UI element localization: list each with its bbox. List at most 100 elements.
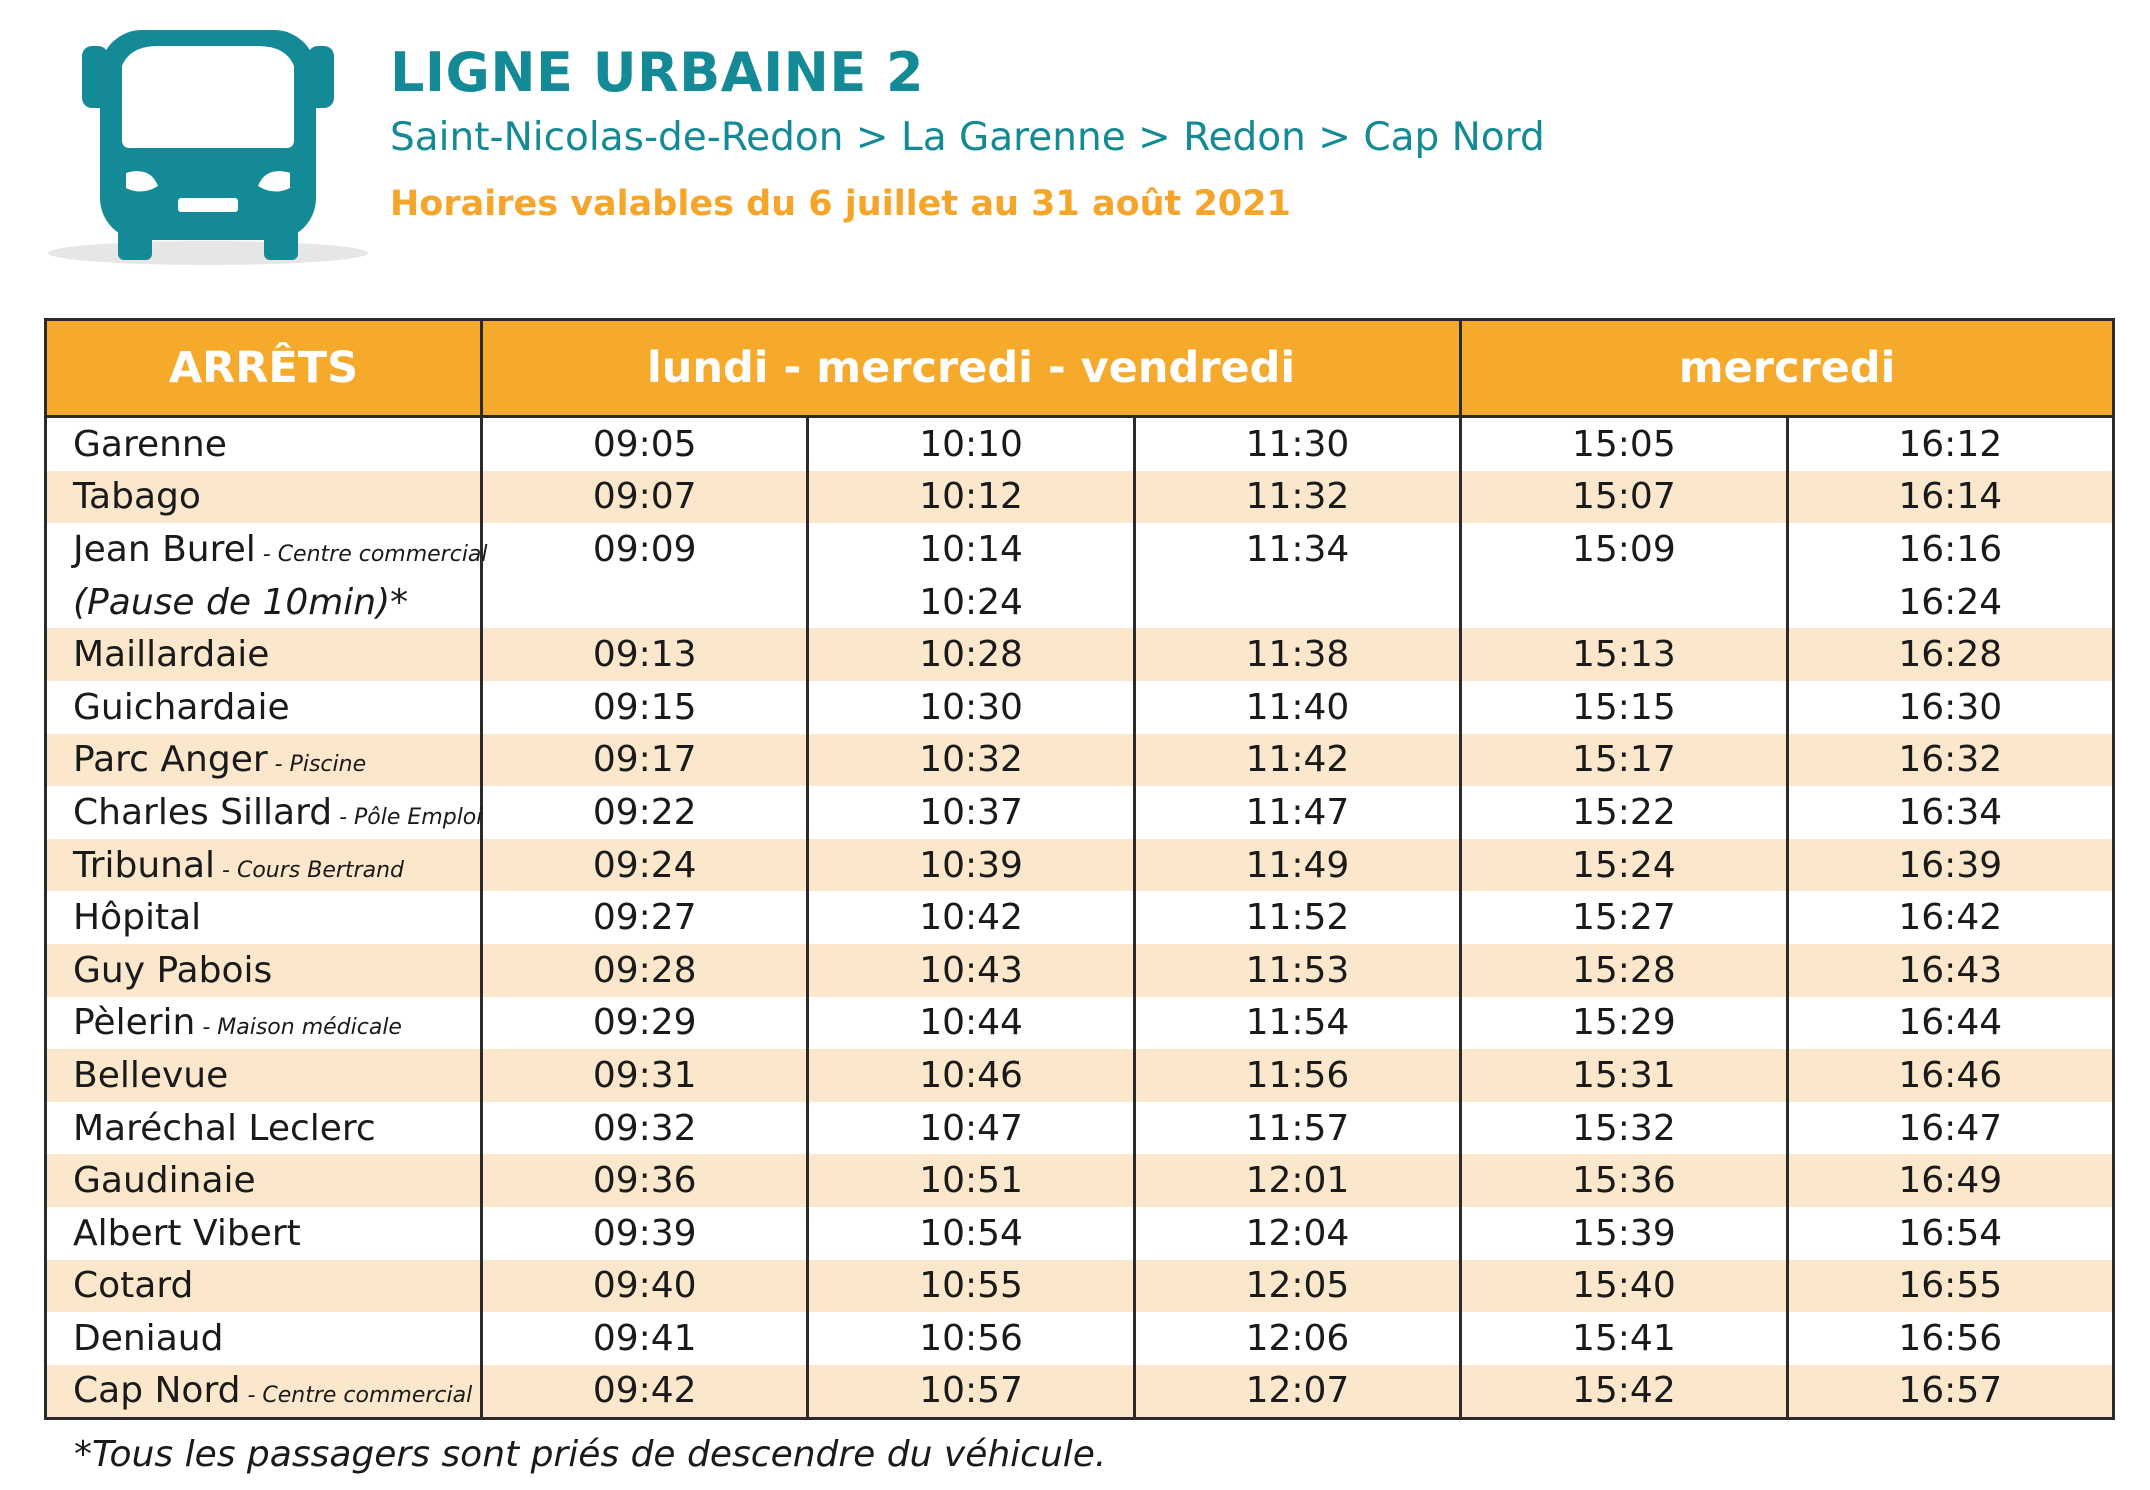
stop-name-cell: Deniaud <box>44 1312 483 1365</box>
departure-time-cell: 11:47 <box>1132 786 1463 839</box>
departure-time-cell: 10:47 <box>806 1101 1136 1155</box>
departure-time-cell: 16:34 <box>1785 786 2115 839</box>
table-row: Gaudinaie 09:36 10:51 12:01 15:36 16:49 <box>44 1154 2115 1207</box>
stop-name-cell: Pèlerin - Maison médicale <box>44 996 483 1050</box>
stop-detail: - Centre commercial <box>255 541 488 567</box>
departure-time-cell: 11:57 <box>1132 1101 1463 1155</box>
departure-time-cell <box>479 575 810 629</box>
departure-time-cell: 15:32 <box>1459 1101 1789 1155</box>
departure-time-cell: 09:36 <box>479 1154 810 1207</box>
departure-time-cell: 09:07 <box>479 470 810 524</box>
departure-time-cell: 10:10 <box>806 416 1136 471</box>
departure-time-cell: 15:42 <box>1459 1364 1789 1421</box>
stop-detail: - Pôle Emploi <box>332 804 483 830</box>
departure-time-cell: 09:41 <box>479 1312 810 1365</box>
table-row: Guy Pabois 09:28 10:43 11:53 15:28 16:43 <box>44 943 2115 997</box>
stop-name-cell: Charles Sillard - Pôle Emploi <box>44 786 483 839</box>
departure-time-cell: 10:55 <box>806 1259 1136 1313</box>
departure-time-cell: 10:12 <box>806 470 1136 524</box>
departure-time-cell: 11:53 <box>1132 943 1463 997</box>
departure-time-cell: 10:39 <box>806 838 1136 892</box>
departure-time-cell: 10:37 <box>806 786 1136 839</box>
departure-time-cell: 09:09 <box>479 523 810 576</box>
departure-time-cell: 16:14 <box>1785 470 2115 524</box>
departure-time-cell: 09:15 <box>479 680 810 734</box>
departure-time-cell: 11:52 <box>1132 891 1463 944</box>
departure-time-cell: 16:44 <box>1785 996 2115 1050</box>
departure-time-cell: 15:27 <box>1459 891 1789 944</box>
departure-time-cell: 09:31 <box>479 1049 810 1102</box>
departure-time-cell: 10:30 <box>806 680 1136 734</box>
bus-icon <box>48 30 368 265</box>
departure-time-cell: 12:04 <box>1132 1206 1463 1260</box>
departure-time-cell: 10:51 <box>806 1154 1136 1207</box>
route-description: Saint-Nicolas-de-Redon > La Garenne > Re… <box>390 115 1545 160</box>
departure-time-cell: 15:40 <box>1459 1259 1789 1313</box>
departure-time-cell: 10:28 <box>806 628 1136 681</box>
departure-time-cell: 11:38 <box>1132 628 1463 681</box>
table-row: (Pause de 10min)* 10:24 16:24 <box>44 575 2115 629</box>
footnote: *Tous les passagers sont priés de descen… <box>74 1434 1107 1475</box>
departure-time-cell: 16:43 <box>1785 943 2115 997</box>
table-row: Cap Nord - Centre commercial 09:42 10:57 12… <box>44 1364 2115 1421</box>
departure-time-cell: 15:13 <box>1459 628 1789 681</box>
departure-time-cell: 11:42 <box>1132 733 1463 787</box>
stop-name: Guy Pabois <box>73 949 273 991</box>
departure-time-cell: 16:30 <box>1785 680 2115 734</box>
column-header-weekdays: lundi - mercredi - vendredi <box>479 318 1463 418</box>
table-row: Garenne 09:05 10:10 11:30 15:05 16:12 <box>44 416 2115 471</box>
table-row: Tabago 09:07 10:12 11:32 15:07 16:14 <box>44 470 2115 524</box>
stop-detail: - Maison médicale <box>195 1015 402 1041</box>
departure-time-cell: 10:57 <box>806 1364 1136 1421</box>
stop-name: Maréchal Leclerc <box>73 1107 376 1149</box>
departure-time-cell: 15:36 <box>1459 1154 1789 1207</box>
table-row: Maréchal Leclerc 09:32 10:47 11:57 15:32 16:4… <box>44 1101 2115 1155</box>
stop-name: Pèlerin <box>73 1002 196 1044</box>
stop-detail: - Centre commercial <box>240 1383 473 1409</box>
stop-name-cell: Garenne <box>44 416 483 471</box>
stop-name-cell: Tribunal - Cours Bertrand <box>44 838 483 892</box>
departure-time-cell: 10:43 <box>806 943 1136 997</box>
departure-time-cell: 15:17 <box>1459 733 1789 787</box>
table-row: Charles Sillard - Pôle Emploi 09:22 10:37 1… <box>44 786 2115 839</box>
stop-name: Bellevue <box>73 1054 229 1096</box>
departure-time-cell: 10:32 <box>806 733 1136 787</box>
stop-name-cell: Gaudinaie <box>44 1154 483 1207</box>
departure-time-cell: 16:49 <box>1785 1154 2115 1207</box>
stop-detail: - Piscine <box>267 752 367 778</box>
timetable-header-row: ARRÊTS lundi - mercredi - vendredi mercr… <box>44 318 2115 418</box>
departure-time-cell: 15:24 <box>1459 838 1789 892</box>
stop-name-cell: Cotard <box>44 1259 483 1313</box>
departure-time-cell: 12:07 <box>1132 1364 1463 1421</box>
timetable: ARRÊTS lundi - mercredi - vendredi mercr… <box>44 318 2115 1421</box>
departure-time-cell: 10:54 <box>806 1206 1136 1260</box>
departure-time-cell: 16:56 <box>1785 1312 2115 1365</box>
table-row: Cotard 09:40 10:55 12:05 15:40 16:55 <box>44 1259 2115 1313</box>
stop-name: Tabago <box>73 476 201 518</box>
departure-time-cell: 16:24 <box>1785 575 2115 629</box>
stop-name: Charles Sillard <box>73 791 333 833</box>
departure-time-cell: 15:29 <box>1459 996 1789 1050</box>
stop-detail: - Cours Bertrand <box>215 857 404 883</box>
departure-time-cell <box>1459 575 1789 629</box>
departure-time-cell: 15:22 <box>1459 786 1789 839</box>
departure-time-cell: 15:41 <box>1459 1312 1789 1365</box>
stop-name: Guichardaie <box>73 686 290 728</box>
stop-name: Parc Anger <box>73 739 268 781</box>
departure-time-cell: 16:42 <box>1785 891 2115 944</box>
departure-time-cell: 11:30 <box>1132 416 1463 471</box>
table-row: Maillardaie 09:13 10:28 11:38 15:13 16:28 <box>44 628 2115 681</box>
table-row: Hôpital 09:27 10:42 11:52 15:27 16:42 <box>44 891 2115 944</box>
stop-name-cell: Cap Nord - Centre commercial <box>44 1364 483 1421</box>
departure-time-cell: 11:34 <box>1132 523 1463 576</box>
departure-time-cell: 11:32 <box>1132 470 1463 524</box>
stop-name: Gaudinaie <box>73 1160 256 1202</box>
departure-time-cell: 09:29 <box>479 996 810 1050</box>
departure-time-cell: 16:32 <box>1785 733 2115 787</box>
departure-time-cell: 15:09 <box>1459 523 1789 576</box>
departure-time-cell: 16:39 <box>1785 838 2115 892</box>
stop-name-cell: Albert Vibert <box>44 1206 483 1260</box>
stop-name: Albert Vibert <box>73 1212 301 1254</box>
stop-name: Garenne <box>73 423 227 465</box>
stop-name-cell: Hôpital <box>44 891 483 944</box>
